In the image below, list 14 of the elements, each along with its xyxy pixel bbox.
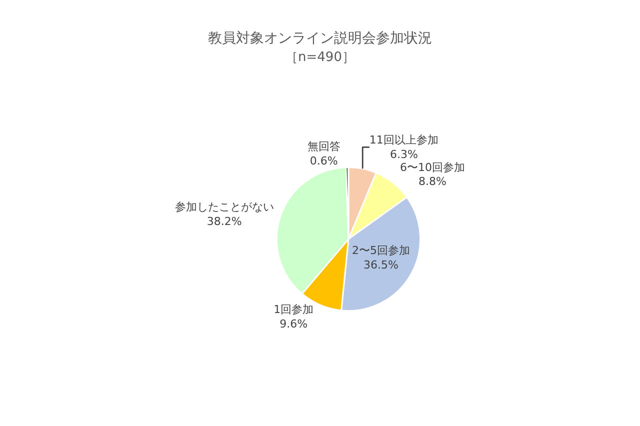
slice-label: 1回参加: [274, 302, 314, 316]
data-label: 6.3%: [390, 148, 418, 161]
data-label: 0.6%: [310, 154, 338, 168]
chart-title: 教員対象オンライン説明会参加状況: [208, 30, 432, 47]
slice-label: 参加したことがない: [174, 200, 274, 214]
chart-subtitle: ［n=490］: [285, 50, 355, 65]
data-label: 38.2%: [206, 214, 242, 228]
slice-label: 11回以上参加: [369, 134, 438, 147]
slice-label: 無回答: [307, 140, 340, 153]
data-label: 36.5%: [364, 258, 398, 272]
slice-label: 2〜5回参加: [352, 244, 410, 258]
data-label: 8.8%: [418, 175, 446, 188]
slice-label: 6〜10回参加: [400, 160, 466, 174]
data-label: 9.6%: [280, 317, 308, 330]
